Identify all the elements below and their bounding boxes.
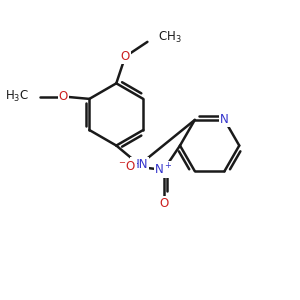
Text: HN: HN [131, 158, 148, 171]
Text: O: O [159, 197, 168, 210]
Text: O: O [59, 90, 68, 103]
Text: N: N [220, 113, 229, 126]
Text: N$^+$: N$^+$ [154, 162, 173, 178]
Text: H$_3$C: H$_3$C [5, 89, 29, 104]
Text: CH$_3$: CH$_3$ [158, 30, 182, 45]
Text: $^{-}$O: $^{-}$O [118, 160, 136, 173]
Text: O: O [121, 50, 130, 63]
